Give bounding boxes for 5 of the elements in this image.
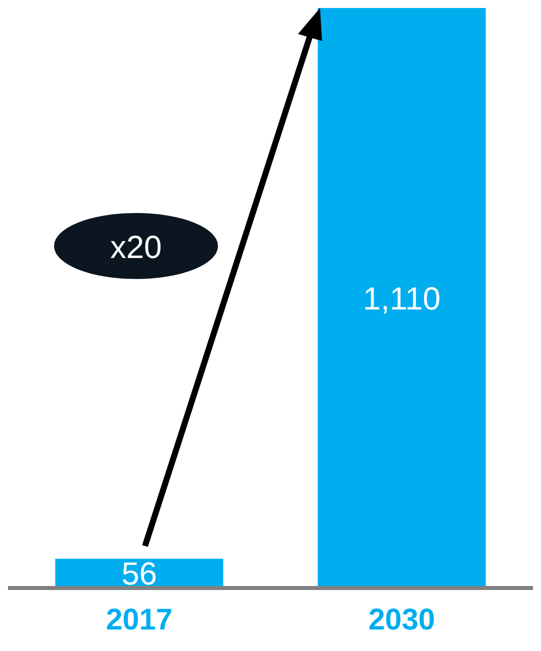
data-label: 56 [121,556,158,592]
data-label: 1,110 [362,280,441,316]
x-tick-label: 2030 [368,603,436,636]
x-tick-label: 2017 [106,603,173,636]
annotation: x20 [110,229,162,265]
